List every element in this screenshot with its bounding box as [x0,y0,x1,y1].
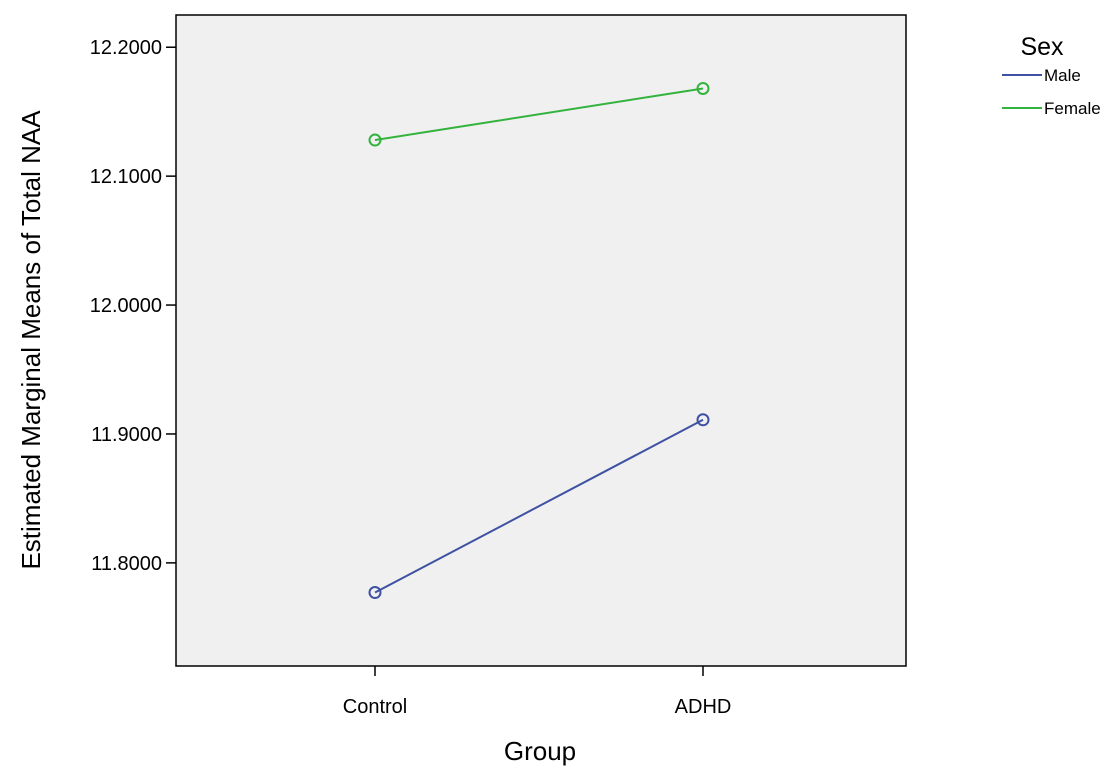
y-tick-label: 12.0000 [90,295,162,317]
legend-label-female: Female [1044,99,1101,118]
series-line-female [374,87,704,142]
data-point-male [368,586,382,600]
x-axis-title: Group [504,736,576,766]
data-point-female [368,133,382,147]
y-tick-label: 12.1000 [90,166,162,188]
data-point-male [696,413,710,427]
series-layer [368,81,710,600]
x-axis: Control ADHD [343,666,732,718]
x-tick-label: ADHD [675,696,732,718]
y-axis: 11.8000 11.9000 12.0000 12.1000 12.2000 [90,37,176,575]
x-tick-label: Control [343,696,407,718]
legend: Sex Male Female [1002,33,1101,118]
legend-label-male: Male [1044,66,1081,85]
legend-title: Sex [1020,33,1064,61]
y-tick-label: 11.9000 [91,424,162,446]
y-tick-label: 11.8000 [91,553,162,575]
y-tick-label: 12.2000 [90,37,162,59]
data-point-female [696,81,710,95]
plot-area [175,14,907,667]
y-axis-title: Estimated Marginal Means of Total NAA [16,110,46,570]
series-line-male [374,418,704,594]
